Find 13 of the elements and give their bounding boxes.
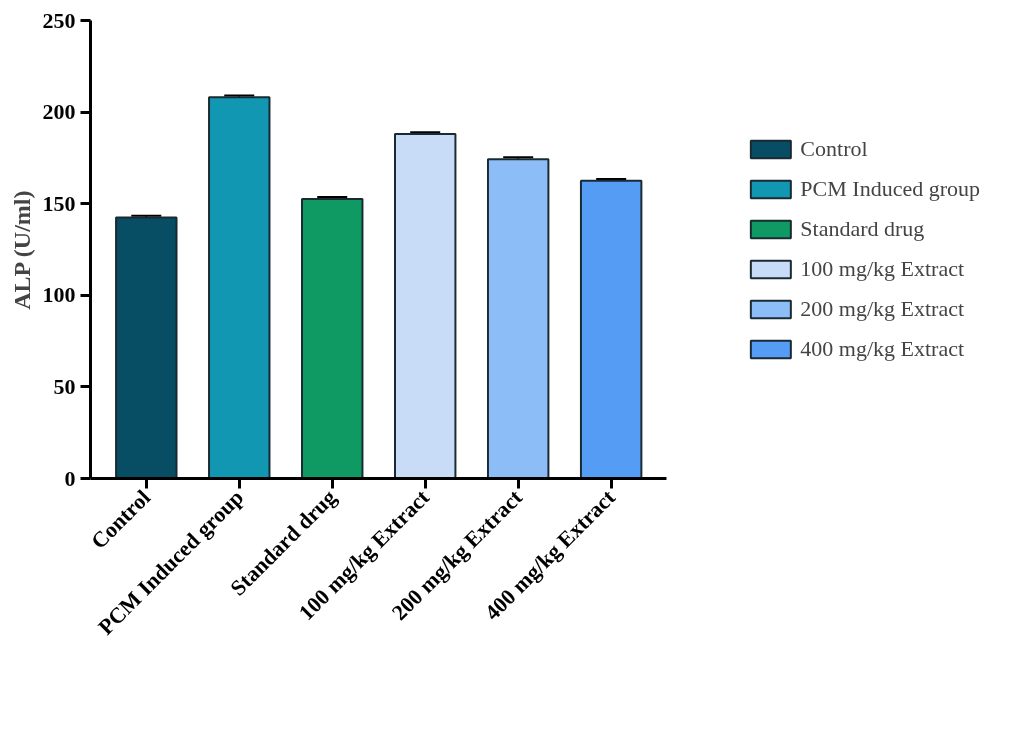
- y-tick-label: 150: [42, 190, 76, 216]
- legend-label: 100 mg/kg Extract: [800, 256, 965, 282]
- legend-label: Standard drug: [800, 216, 925, 242]
- y-tick-label: 50: [53, 373, 76, 399]
- y-tick-label: 100: [42, 282, 76, 308]
- y-tick-label: 250: [42, 7, 76, 33]
- y-axis-title: ALP (U/ml): [8, 190, 35, 310]
- y-tick-label: 200: [42, 99, 76, 125]
- y-tick-label: 0: [64, 465, 76, 491]
- legend-label: Control: [800, 136, 868, 162]
- legend-label: 400 mg/kg Extract: [800, 336, 965, 362]
- legend-label: PCM Induced group: [800, 176, 980, 202]
- legend-label: 200 mg/kg Extract: [800, 296, 965, 322]
